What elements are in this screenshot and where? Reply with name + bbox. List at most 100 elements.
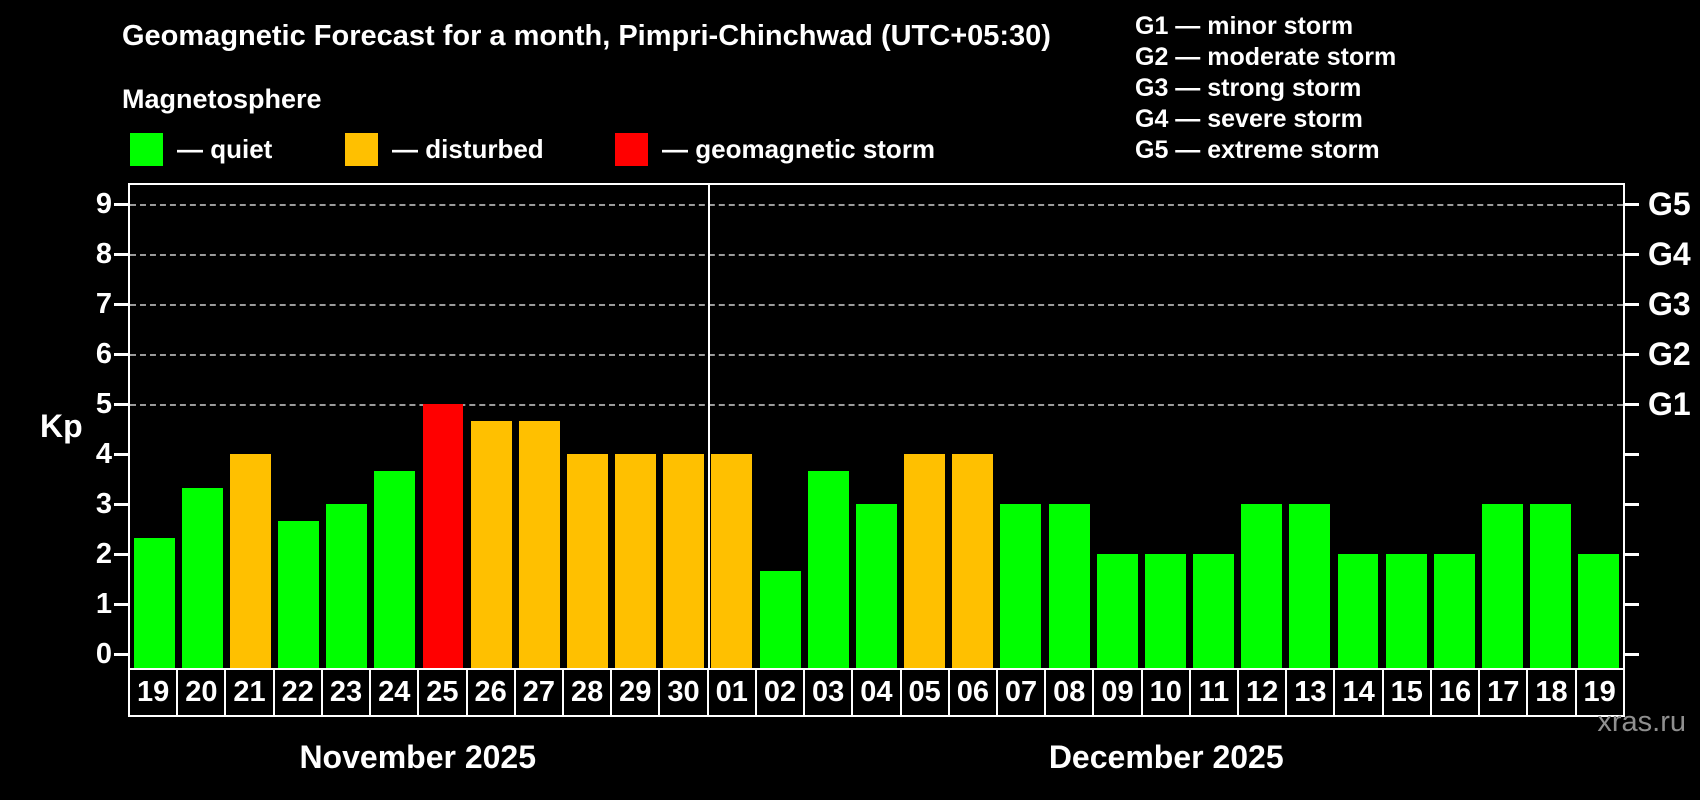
bar-slot-dec-15 — [1382, 185, 1430, 668]
bar-slot-dec-11 — [1189, 185, 1237, 668]
legend-label-disturbed: — disturbed — [392, 134, 544, 164]
day-label-nov-21: 21 — [224, 668, 275, 717]
kp-bar-dec-04 — [855, 504, 897, 668]
g-scale-line-g4: G4 — severe storm — [1135, 105, 1363, 133]
month-label-december: December 2025 — [1048, 739, 1284, 775]
bar-slot-dec-07 — [997, 185, 1045, 668]
kp-bar-nov-28 — [567, 454, 608, 668]
bar-slot-nov-30 — [660, 185, 708, 668]
legend-item-disturbed: — disturbed — [345, 133, 544, 166]
gridline-g3 — [130, 304, 1623, 306]
g-scale-line-g5: G5 — extreme storm — [1135, 136, 1380, 164]
kp-bar-dec-19 — [1578, 554, 1620, 668]
x-axis-day-labels: 19 20 21 22 23 24 25 26 27 28 29 30 01 02 03 04 05 06 07 08… — [128, 668, 1625, 717]
day-label-dec-15: 15 — [1381, 668, 1432, 717]
plot-area — [128, 183, 1625, 668]
y-axis-left-tick-0 — [114, 653, 128, 656]
day-label-nov-29: 29 — [610, 668, 661, 717]
kp-bar-nov-27 — [518, 420, 560, 668]
day-label-nov-28: 28 — [561, 668, 613, 717]
legend-item-quiet: — quiet — [130, 133, 272, 166]
bars-layer — [130, 185, 1623, 668]
kp-bar-dec-02 — [759, 570, 801, 668]
bar-slot-nov-29 — [612, 185, 660, 668]
kp-bar-nov-21 — [229, 454, 271, 668]
day-label-nov-26: 26 — [465, 668, 516, 717]
kp-bar-nov-19 — [133, 537, 175, 668]
kp-bar-nov-23 — [326, 504, 368, 668]
kp-bar-dec-05 — [904, 454, 946, 668]
gridline-g2 — [130, 354, 1623, 356]
y-axis-right-tick-0 — [1625, 653, 1639, 656]
kp-bar-dec-07 — [1000, 504, 1042, 668]
bar-slot-dec-05 — [901, 185, 949, 668]
day-label-nov-23: 23 — [320, 668, 372, 717]
y-axis-right-tick-9 — [1625, 203, 1639, 206]
day-label-dec-12: 12 — [1237, 668, 1288, 717]
legend-swatch-quiet — [130, 133, 163, 166]
g-scale-line-g1: G1 — minor storm — [1135, 12, 1354, 40]
day-label-dec-03: 03 — [803, 668, 854, 717]
day-label-nov-20: 20 — [176, 668, 227, 717]
y-axis-right-tick-8 — [1625, 253, 1639, 256]
day-label-dec-07: 07 — [995, 668, 1047, 717]
day-label-dec-10: 10 — [1140, 668, 1191, 717]
kp-bar-dec-13 — [1289, 504, 1331, 668]
right-axis-label-g5: G5 — [1648, 186, 1691, 222]
bar-slot-dec-08 — [1045, 185, 1093, 668]
kp-bar-dec-14 — [1337, 554, 1379, 668]
bar-slot-dec-09 — [1093, 185, 1141, 668]
day-label-dec-19: 19 — [1574, 668, 1625, 717]
bar-slot-nov-27 — [515, 185, 563, 668]
gridline-g1 — [130, 404, 1623, 406]
bar-slot-nov-20 — [178, 185, 226, 668]
y-axis-right-tick-2 — [1625, 553, 1639, 556]
kp-bar-nov-24 — [374, 470, 416, 668]
bar-slot-nov-19 — [130, 185, 178, 668]
bar-slot-nov-25 — [419, 185, 467, 668]
y-axis-tick-label-1: 1 — [95, 588, 112, 620]
y-axis-right-tick-1 — [1625, 603, 1639, 606]
y-axis-tick-label-8: 8 — [95, 238, 112, 270]
y-axis-left-tick-8 — [114, 253, 128, 256]
month-label-november: November 2025 — [299, 739, 537, 775]
y-axis-right-tick-4 — [1625, 453, 1639, 456]
bar-slot-dec-12 — [1238, 185, 1286, 668]
kp-bar-dec-03 — [807, 470, 849, 668]
day-label-dec-17: 17 — [1478, 668, 1529, 717]
g-scale-line-g3: G3 — strong storm — [1135, 74, 1362, 102]
bar-slot-nov-21 — [226, 185, 274, 668]
legend-item-storm: — geomagnetic storm — [615, 133, 935, 166]
day-label-dec-02: 02 — [754, 668, 806, 717]
gridline-g4 — [130, 254, 1623, 256]
kp-bar-nov-22 — [278, 520, 319, 668]
y-axis-tick-label-4: 4 — [95, 438, 112, 470]
bar-slot-dec-03 — [804, 185, 852, 668]
day-label-dec-16: 16 — [1429, 668, 1481, 717]
day-label-dec-04: 04 — [851, 668, 902, 717]
right-axis-label-g3: G3 — [1648, 286, 1691, 322]
y-axis-right-tick-6 — [1625, 353, 1639, 356]
y-axis-left-tick-5 — [114, 403, 128, 406]
y-axis-left-tick-7 — [114, 303, 128, 306]
bar-slot-nov-28 — [563, 185, 611, 668]
legend-label-quiet: — quiet — [177, 134, 273, 164]
bar-slot-dec-16 — [1430, 185, 1478, 668]
y-axis-tick-label-2: 2 — [95, 538, 112, 570]
kp-bar-dec-10 — [1144, 554, 1186, 668]
y-axis-tick-label-7: 7 — [95, 288, 112, 320]
y-axis-tick-label-3: 3 — [95, 488, 112, 520]
day-label-dec-14: 14 — [1333, 668, 1384, 717]
day-label-nov-27: 27 — [513, 668, 564, 717]
day-label-dec-11: 11 — [1188, 668, 1240, 717]
bar-slot-nov-23 — [323, 185, 371, 668]
bar-slot-dec-14 — [1334, 185, 1382, 668]
bar-slot-nov-22 — [274, 185, 322, 668]
kp-bar-dec-16 — [1433, 554, 1475, 668]
day-label-nov-22: 22 — [272, 668, 323, 717]
day-label-dec-06: 06 — [947, 668, 998, 717]
legend-label-storm: — geomagnetic storm — [662, 134, 936, 164]
kp-bar-dec-11 — [1193, 554, 1234, 668]
bar-slot-dec-19 — [1575, 185, 1623, 668]
